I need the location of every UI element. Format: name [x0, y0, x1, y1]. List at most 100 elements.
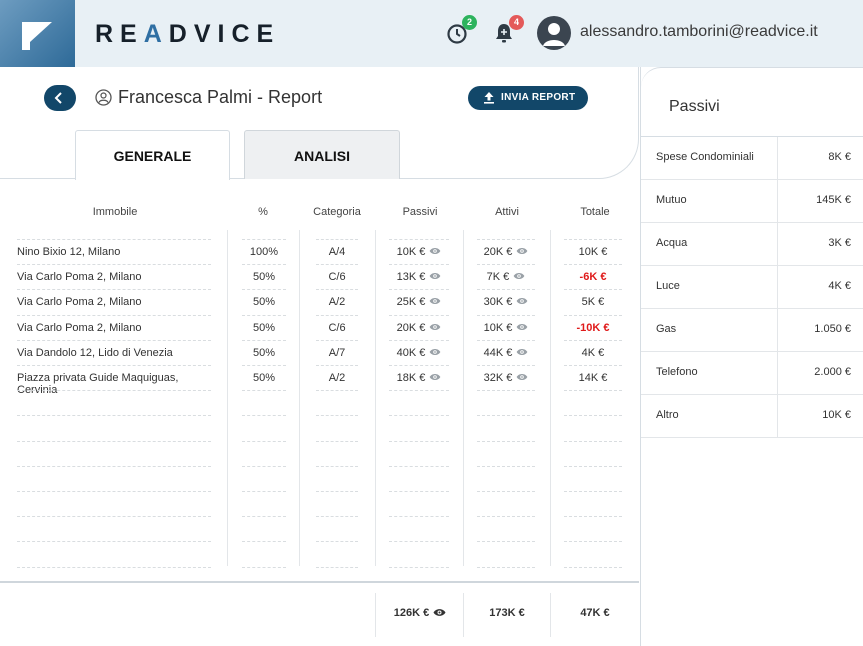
eye-icon[interactable] [429, 323, 441, 331]
eye-icon[interactable] [429, 247, 441, 255]
row-divider [17, 264, 211, 266]
tab-analisi[interactable]: ANALISI [244, 130, 400, 179]
table-row-immobile[interactable]: Via Dandolo 12, Lido di Venezia [17, 346, 173, 359]
passivi-item[interactable]: Altro 10K € [641, 395, 863, 438]
passivi-item-value: 2.000 € [814, 366, 851, 378]
passivi-item[interactable]: Gas 1.050 € [641, 309, 863, 352]
row-divider [477, 415, 535, 417]
history-button[interactable]: 2 [445, 15, 477, 47]
send-report-button[interactable]: INVIA REPORT [468, 86, 588, 110]
logo[interactable] [0, 0, 75, 67]
table-row-immobile[interactable]: Via Carlo Poma 2, Milano [17, 296, 142, 309]
eye-icon[interactable] [429, 373, 441, 381]
row-divider [17, 440, 211, 442]
row-divider [477, 390, 535, 392]
row-divider [316, 566, 358, 568]
notifications-button[interactable]: 4 [492, 15, 524, 47]
user-email[interactable]: alessandro.tamborini@readvice.it [580, 23, 818, 40]
table-cell-passivi: 13K € [389, 271, 449, 283]
column-divider [227, 230, 228, 566]
row-divider [389, 365, 449, 366]
row-divider [389, 440, 449, 442]
passivi-item[interactable]: Mutuo 145K € [641, 180, 863, 223]
bell-icon [496, 24, 512, 43]
row-divider [389, 491, 449, 492]
row-divider [17, 566, 211, 568]
row-divider [17, 365, 211, 366]
table-row-immobile[interactable]: Piazza privata Guide Maquiguas, Cervinia [17, 372, 179, 396]
row-divider [477, 465, 535, 467]
row-divider [17, 314, 211, 316]
row-divider [316, 390, 358, 392]
row-divider [316, 541, 358, 543]
row-divider [564, 289, 622, 291]
upload-icon [484, 92, 494, 104]
row-divider [242, 390, 286, 392]
user-avatar[interactable] [537, 16, 571, 50]
row-divider [564, 239, 622, 240]
table-cell-totale: 10K € [578, 246, 608, 258]
passivi-item-divider [777, 180, 778, 223]
row-divider [242, 314, 286, 316]
passivi-panel-header: Passivi [641, 67, 863, 137]
eye-icon[interactable] [516, 348, 528, 356]
back-button[interactable] [44, 85, 76, 111]
row-divider [564, 465, 622, 467]
table-row-immobile[interactable]: Via Carlo Poma 2, Milano [17, 271, 142, 284]
page-title: Francesca Palmi - Report [118, 87, 323, 107]
row-divider [389, 339, 449, 341]
row-divider [477, 239, 535, 240]
table-row-immobile[interactable]: Via Carlo Poma 2, Milano [17, 321, 142, 334]
row-divider [242, 339, 286, 341]
eye-icon[interactable] [429, 348, 441, 356]
table-cell-totale: 4K € [581, 346, 605, 359]
row-divider [316, 440, 358, 442]
row-divider [17, 390, 211, 392]
eye-icon[interactable] [516, 297, 528, 305]
passivi-item[interactable]: Acqua 3K € [641, 223, 863, 266]
brand-wordmark: READVICE [95, 20, 281, 48]
row-divider [389, 390, 449, 392]
eye-icon[interactable] [513, 272, 525, 280]
eye-icon[interactable] [516, 247, 528, 255]
eye-icon[interactable] [429, 297, 441, 305]
eye-icon[interactable] [429, 272, 441, 280]
passivi-item[interactable]: Telefono 2.000 € [641, 352, 863, 395]
row-divider [316, 239, 358, 240]
history-clock-icon [447, 24, 467, 44]
passivi-item-value: 4K € [828, 280, 851, 292]
row-divider [564, 491, 622, 492]
table-cell-percent: 50% [252, 296, 276, 309]
eye-icon[interactable] [516, 373, 528, 381]
table-cell-attivi: 44K € [477, 347, 535, 359]
col-header-passivi: Passivi [402, 206, 438, 218]
row-divider [564, 264, 622, 266]
table-cell-categoria: A/4 [328, 246, 346, 258]
passivi-item-label: Luce [656, 280, 680, 292]
eye-icon[interactable] [433, 608, 446, 617]
row-divider [242, 440, 286, 442]
row-divider [242, 566, 286, 568]
row-divider [17, 491, 211, 492]
row-divider [242, 365, 286, 366]
tab-generale[interactable]: GENERALE [75, 130, 230, 180]
table-cell-passivi: 18K € [389, 372, 449, 384]
table-cell-attivi: 7K € [477, 271, 535, 283]
passivi-item-value: 3K € [828, 237, 851, 249]
row-divider [316, 415, 358, 417]
passivi-item-divider [777, 223, 778, 266]
row-divider [316, 289, 358, 291]
col-header-attivi: Attivi [495, 206, 519, 218]
eye-icon[interactable] [516, 323, 528, 331]
row-divider [17, 541, 211, 543]
row-divider [389, 289, 449, 291]
row-divider [389, 239, 449, 240]
passivi-item[interactable]: Luce 4K € [641, 266, 863, 309]
row-divider [564, 440, 622, 442]
passivi-item[interactable]: Spese Condominiali 8K € [641, 137, 863, 180]
table-row-immobile[interactable]: Nino Bixio 12, Milano [17, 246, 121, 258]
passivi-item-value: 145K € [816, 194, 851, 206]
row-divider [242, 289, 286, 291]
passivi-item-divider [777, 309, 778, 352]
totals-divider-vertical [550, 593, 551, 637]
